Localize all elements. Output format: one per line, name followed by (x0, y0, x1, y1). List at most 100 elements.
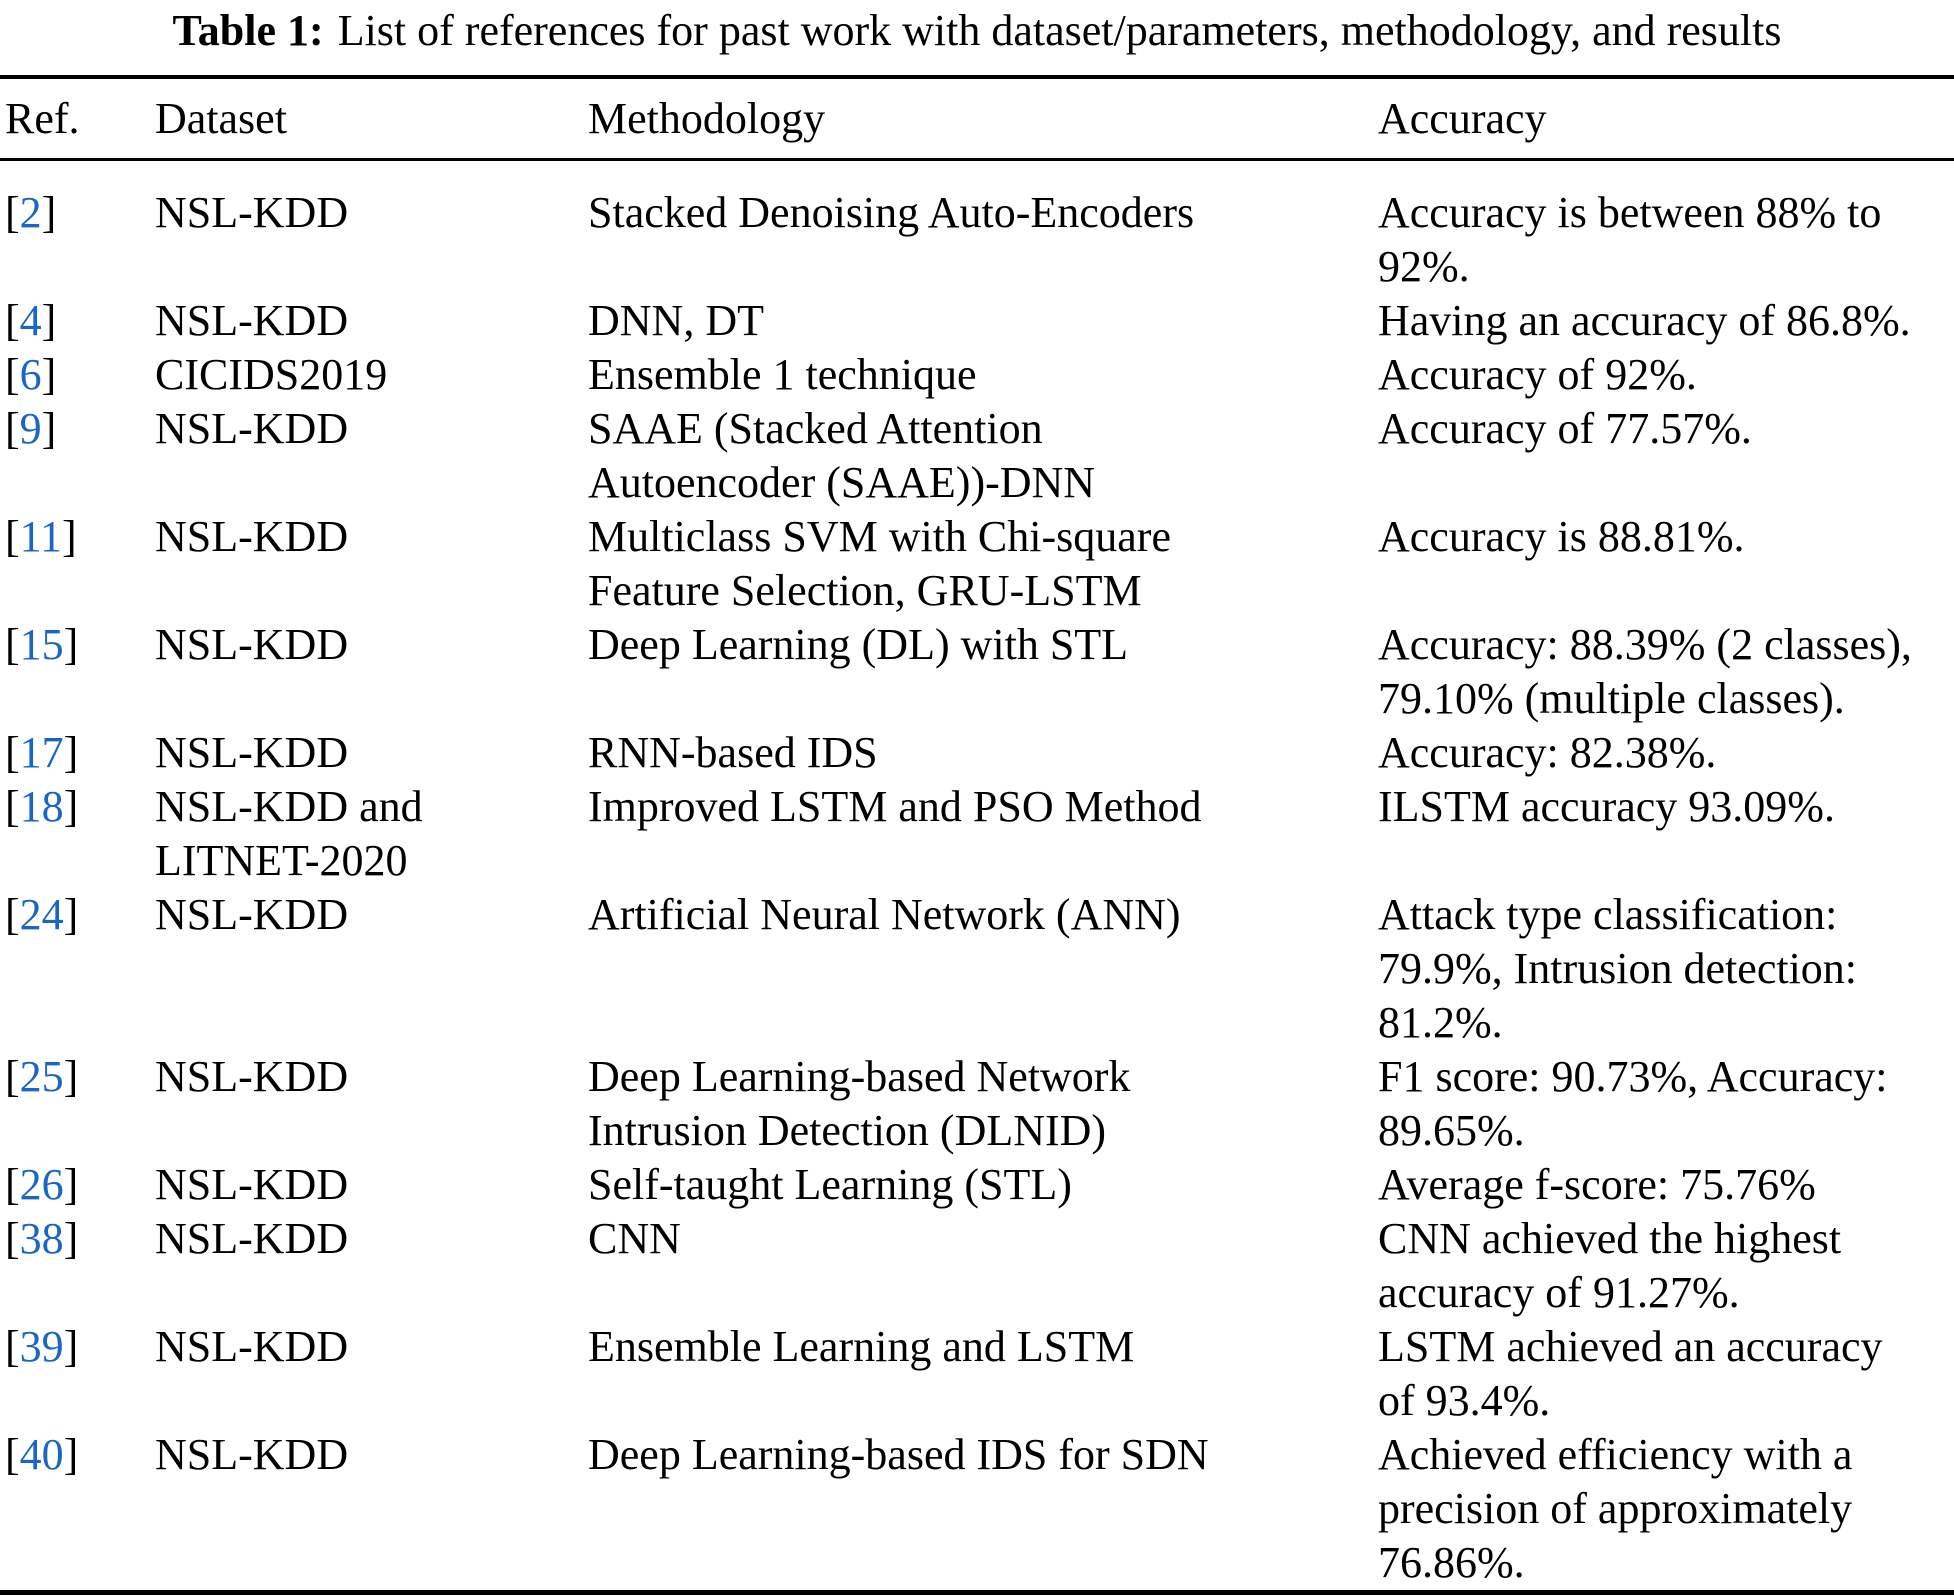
citation-link[interactable]: 11 (19, 512, 63, 561)
citation-link[interactable]: 17 (19, 728, 64, 777)
methodology-cell: Self-taught Learning (STL) (588, 1160, 1072, 1209)
ref-cell: [25] (0, 1050, 150, 1158)
methodology-cell: Deep Learning-based Network Intrusion De… (588, 1052, 1131, 1155)
accuracy-cell: Accuracy: 88.39% (2 classes), 79.10% (mu… (1378, 620, 1912, 723)
table-row: [9] NSL-KDD SAAE (Stacked Attention Autoen… (0, 402, 1954, 510)
methodology-cell: SAAE (Stacked Attention Autoencoder (SAA… (588, 404, 1096, 507)
citation-link[interactable]: 24 (19, 890, 64, 939)
table-row: [11] NSL-KDD Multiclass SVM with Chi-squar… (0, 510, 1954, 618)
accuracy-cell: Accuracy is 88.81%. (1378, 512, 1745, 561)
table-row: [24] NSL-KDD Artificial Neural Network (AN… (0, 888, 1954, 1050)
ref-cell: [24] (0, 888, 150, 1050)
table-row: [26] NSL-KDD Self-taught Learning (STL) Ave… (0, 1158, 1954, 1212)
dataset-cell: NSL-KDD (155, 188, 349, 237)
dataset-cell: NSL-KDD and LITNET-2020 (155, 782, 423, 885)
citation-bracket-close: ] (63, 1214, 79, 1263)
table-row: [6] CICIDS2019 Ensemble 1 technique Accurac… (0, 348, 1954, 402)
ref-cell: [15] (0, 618, 150, 726)
citation-bracket-close: ] (41, 404, 57, 453)
accuracy-cell: F1 score: 90.73%, Accuracy: 89.65%. (1378, 1052, 1888, 1155)
ref-cell: [9] (0, 402, 150, 510)
citation-bracket-open: [ (5, 1160, 20, 1209)
methodology-cell: Stacked Denoising Auto-Encoders (588, 188, 1195, 237)
citation-link[interactable]: 38 (19, 1214, 64, 1263)
citation-link[interactable]: 6 (19, 350, 42, 399)
dataset-cell: NSL-KDD (155, 296, 349, 345)
ref-cell: [11] (0, 510, 150, 618)
table-row: [4] NSL-KDD DNN, DT Having an accuracy of 8… (0, 294, 1954, 348)
accuracy-cell: ILSTM accuracy 93.09%. (1378, 782, 1835, 831)
accuracy-cell: Average f-score: 75.76% (1378, 1160, 1816, 1209)
methodology-cell: Ensemble 1 technique (588, 350, 977, 399)
citation-bracket-close: ] (63, 1160, 79, 1209)
ref-cell: [40] (0, 1428, 150, 1593)
citation-bracket-close: ] (63, 890, 79, 939)
citation-bracket-open: [ (5, 782, 20, 831)
methodology-cell: Ensemble Learning and LSTM (588, 1322, 1135, 1371)
citation-link[interactable]: 26 (19, 1160, 64, 1209)
citation-link[interactable]: 9 (19, 404, 42, 453)
accuracy-cell: LSTM achieved an accuracy of 93.4%. (1378, 1322, 1883, 1425)
citation-bracket-open: [ (5, 188, 20, 237)
citation-bracket-open: [ (5, 296, 20, 345)
methodology-cell: Multiclass SVM with Chi-square Feature S… (588, 512, 1171, 615)
citation-bracket-close: ] (63, 1430, 79, 1479)
methodology-cell: Artificial Neural Network (ANN) (588, 890, 1181, 939)
table-row: [2] NSL-KDD Stacked Denoising Auto-Encoder… (0, 160, 1954, 295)
table-header-row: Ref. Dataset Methodology Accuracy (0, 77, 1954, 161)
citation-link[interactable]: 25 (19, 1052, 64, 1101)
citation-bracket-open: [ (5, 1322, 20, 1371)
table-row: [18] NSL-KDD and LITNET-2020 Improved LSTM… (0, 780, 1954, 888)
citation-bracket-open: [ (5, 728, 20, 777)
citation-bracket-open: [ (5, 404, 20, 453)
accuracy-cell: CNN achieved the highest accuracy of 91.… (1378, 1214, 1842, 1317)
table-row: [40] NSL-KDD Deep Learning-based IDS for S… (0, 1428, 1954, 1593)
methodology-cell: RNN-based IDS (588, 728, 878, 777)
ref-cell: [26] (0, 1158, 150, 1212)
citation-bracket-close: ] (41, 296, 57, 345)
dataset-cell: NSL-KDD (155, 1214, 349, 1263)
accuracy-cell: Having an accuracy of 86.8%. (1378, 296, 1911, 345)
dataset-cell: CICIDS2019 (155, 350, 388, 399)
citation-link[interactable]: 4 (19, 296, 42, 345)
dataset-cell: NSL-KDD (155, 1052, 349, 1101)
header-accuracy: Accuracy (1373, 77, 1954, 161)
citation-bracket-open: [ (5, 1052, 20, 1101)
citation-link[interactable]: 15 (19, 620, 64, 669)
citation-link[interactable]: 18 (19, 782, 64, 831)
citation-bracket-close: ] (41, 188, 57, 237)
methodology-cell: CNN (588, 1214, 681, 1263)
citation-bracket-close: ] (63, 1052, 79, 1101)
table-row: [15] NSL-KDD Deep Learning (DL) with STL Ac… (0, 618, 1954, 726)
citation-bracket-open: [ (5, 1214, 20, 1263)
citation-bracket-close: ] (41, 350, 57, 399)
citation-bracket-open: [ (5, 512, 20, 561)
citation-link[interactable]: 40 (19, 1430, 64, 1479)
accuracy-cell: Accuracy of 77.57%. (1378, 404, 1752, 453)
accuracy-cell: Achieved efficiency with a precision of … (1378, 1430, 1853, 1587)
ref-cell: [18] (0, 780, 150, 888)
dataset-cell: NSL-KDD (155, 512, 349, 561)
dataset-cell: NSL-KDD (155, 1430, 349, 1479)
accuracy-cell: Accuracy of 92%. (1378, 350, 1697, 399)
references-table: Ref. Dataset Methodology Accuracy [2] NSL… (0, 75, 1954, 1595)
citation-bracket-close: ] (63, 782, 79, 831)
citation-bracket-close: ] (63, 620, 79, 669)
citation-bracket-open: [ (5, 350, 20, 399)
methodology-cell: DNN, DT (588, 296, 764, 345)
citation-bracket-open: [ (5, 890, 20, 939)
table-row: [39] NSL-KDD Ensemble Learning and LSTM LST… (0, 1320, 1954, 1428)
table-caption-text: List of references for past work with da… (337, 6, 1782, 55)
citation-link[interactable]: 2 (19, 188, 42, 237)
dataset-cell: NSL-KDD (155, 1160, 349, 1209)
table-row: [25] NSL-KDD Deep Learning-based Network I… (0, 1050, 1954, 1158)
dataset-cell: NSL-KDD (155, 890, 349, 939)
citation-link[interactable]: 39 (19, 1322, 64, 1371)
citation-bracket-open: [ (5, 620, 20, 669)
accuracy-cell: Attack type classification: 79.9%, Intru… (1378, 890, 1858, 1047)
accuracy-cell: Accuracy is between 88% to 92%. (1378, 188, 1882, 291)
table-caption-label: Table 1: (172, 6, 324, 55)
citation-bracket-close: ] (63, 1322, 79, 1371)
methodology-cell: Deep Learning (DL) with STL (588, 620, 1129, 669)
